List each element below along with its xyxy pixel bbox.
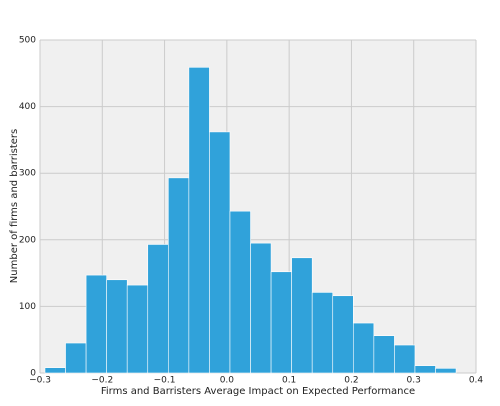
bar xyxy=(435,368,457,374)
bar xyxy=(188,67,210,374)
y-tick-label: 500 xyxy=(19,36,36,46)
x-tick-label: −0.2 xyxy=(91,376,113,386)
bar xyxy=(229,210,251,374)
bar xyxy=(85,274,107,374)
x-tick-label: 0.2 xyxy=(344,376,358,386)
bar xyxy=(44,367,66,374)
bar xyxy=(373,335,395,374)
x-tick-label: 0.1 xyxy=(282,376,296,386)
bar xyxy=(65,342,87,374)
x-tick-label: −0.3 xyxy=(29,376,51,386)
y-tick-label: 300 xyxy=(19,169,36,179)
bar xyxy=(394,344,416,374)
bar xyxy=(352,322,375,374)
bar xyxy=(311,292,334,374)
y-tick-label: 400 xyxy=(19,102,36,112)
bar xyxy=(106,279,128,374)
bar xyxy=(250,242,272,374)
bar xyxy=(147,244,169,374)
bar xyxy=(414,365,436,374)
bar xyxy=(126,284,149,374)
x-tick-label: 0.4 xyxy=(469,376,484,386)
y-tick-label: 200 xyxy=(19,235,36,245)
x-tick-label: 0.0 xyxy=(220,376,235,386)
x-tick-label: 0.3 xyxy=(407,376,421,386)
bar xyxy=(332,295,354,374)
bar xyxy=(291,257,313,374)
x-axis-label: Firms and Barristers Average Impact on E… xyxy=(101,386,415,397)
y-axis-label: Number of firms and barristers xyxy=(9,129,20,283)
y-tick-label: 100 xyxy=(19,302,36,312)
x-tick-label: −0.1 xyxy=(154,376,176,386)
bar xyxy=(209,131,231,374)
y-tick-label: 0 xyxy=(30,369,36,379)
bar xyxy=(168,177,190,374)
bar xyxy=(270,271,292,374)
